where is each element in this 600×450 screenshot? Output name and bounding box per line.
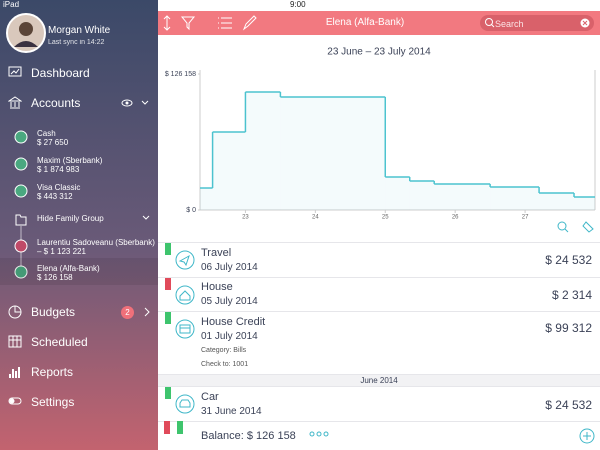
x-tick-label: 25: [382, 215, 389, 221]
account-name[interactable]: Laurentiu Sadoveanu (Sberbank): [37, 238, 155, 247]
category-icons: [175, 250, 195, 414]
account-amount: $ 27 650: [37, 138, 69, 147]
section-header-bg: [158, 374, 600, 387]
chart-tools[interactable]: [557, 221, 594, 233]
account-amount: $ 1 874 983: [37, 165, 80, 174]
transaction-title: Car: [201, 391, 219, 403]
step-area: [434, 183, 491, 210]
step-area: [409, 181, 435, 210]
transaction-amount: $ 24 532: [545, 398, 592, 412]
transaction-date: 31 June 2014: [201, 406, 262, 417]
budgets-badge: 2: [121, 306, 134, 319]
footer-flags: [164, 421, 183, 434]
x-tick-label: 24: [312, 215, 319, 221]
nav-budgets[interactable]: Budgets: [31, 305, 76, 319]
flag: [165, 387, 171, 399]
transaction-date: 01 July 2014: [201, 331, 258, 342]
transaction-category: Category: Bills: [201, 347, 247, 354]
transaction-date: 05 July 2014: [201, 296, 258, 307]
step-area: [539, 192, 575, 210]
y-tick-label: $ 0: [186, 207, 196, 214]
transaction-check: Check to: 1001: [201, 361, 249, 368]
group-chevron: [142, 215, 150, 220]
step-area: [490, 186, 540, 210]
selected-account-bg: [0, 258, 158, 285]
account-name[interactable]: Cash: [37, 129, 56, 138]
account-name[interactable]: Visa Classic: [37, 183, 81, 192]
nav-accounts[interactable]: Accounts: [31, 96, 81, 110]
account-name[interactable]: Elena (Alfa-Bank): [37, 264, 100, 273]
nav-reports[interactable]: Reports: [31, 365, 74, 379]
status-time: 9:00: [290, 0, 306, 9]
transaction-amount: $ 99 312: [545, 321, 592, 335]
y-tick-label: $ 126 158: [165, 71, 196, 78]
search-icons: [485, 18, 590, 28]
add-button[interactable]: [579, 428, 595, 444]
nav-settings[interactable]: Settings: [31, 395, 75, 409]
step-area: [385, 177, 410, 210]
footer-bar: [158, 421, 600, 450]
step-area: [280, 97, 386, 210]
transaction-row[interactable]: [158, 386, 600, 422]
search-placeholder: Search: [495, 19, 524, 29]
chart-title: 23 June – 23 July 2014: [327, 47, 431, 58]
nav-icons: [8, 305, 22, 405]
account-amount: – $ 1 123 221: [37, 247, 86, 256]
transaction-row[interactable]: [158, 242, 600, 278]
flag: [165, 278, 171, 290]
balance: Balance: $ 126 158: [201, 430, 296, 442]
account-amount: $ 126 158: [37, 273, 73, 282]
accounts-icon: [8, 96, 22, 109]
transaction-amount: $ 24 532: [545, 253, 592, 267]
profile-name: Morgan White: [48, 25, 111, 36]
transaction-date: 06 July 2014: [201, 262, 258, 273]
x-tick-label: 27: [522, 215, 529, 221]
x-tick-label: 23: [242, 215, 249, 221]
transaction-row[interactable]: [158, 311, 600, 375]
dashboard-icon: [8, 66, 22, 77]
flag: [165, 312, 171, 324]
transaction-title: House Credit: [201, 316, 266, 328]
status-device: iPad: [3, 0, 20, 9]
flag: [165, 243, 171, 255]
accounts-controls: [121, 99, 149, 107]
step-area: [212, 132, 246, 210]
account-amount: $ 443 312: [37, 192, 73, 201]
avatar: [6, 13, 46, 53]
toolbar-icons[interactable]: [160, 14, 260, 32]
section-header: June 2014: [360, 376, 398, 385]
step-area: [200, 188, 213, 210]
account-name[interactable]: Maxim (Sberbank): [37, 156, 103, 165]
balance-chart: 23 June – 23 July 2014 $ 0 $ 126 158 23 24 2…: [165, 47, 596, 233]
step-area: [245, 92, 281, 210]
step-area: [574, 196, 595, 210]
header-title: Elena (Alfa-Bank): [325, 17, 405, 28]
budgets-chevron: [144, 307, 150, 317]
transaction-row[interactable]: [158, 277, 600, 312]
transaction-amount: $ 2 314: [551, 288, 592, 302]
nav-scheduled[interactable]: Scheduled: [31, 335, 88, 349]
transaction-title: House: [201, 281, 233, 293]
group-toggle[interactable]: Hide Family Group: [37, 214, 104, 223]
profile-sync: Last sync in 14:22: [48, 39, 105, 46]
status-bar: [158, 0, 600, 11]
search-field[interactable]: [480, 15, 594, 31]
transaction-title: Travel: [201, 247, 232, 259]
x-tick-label: 26: [452, 215, 459, 221]
account-icons: [14, 130, 28, 279]
nav-dashboard[interactable]: Dashboard: [31, 66, 90, 80]
more-button[interactable]: [309, 430, 329, 438]
